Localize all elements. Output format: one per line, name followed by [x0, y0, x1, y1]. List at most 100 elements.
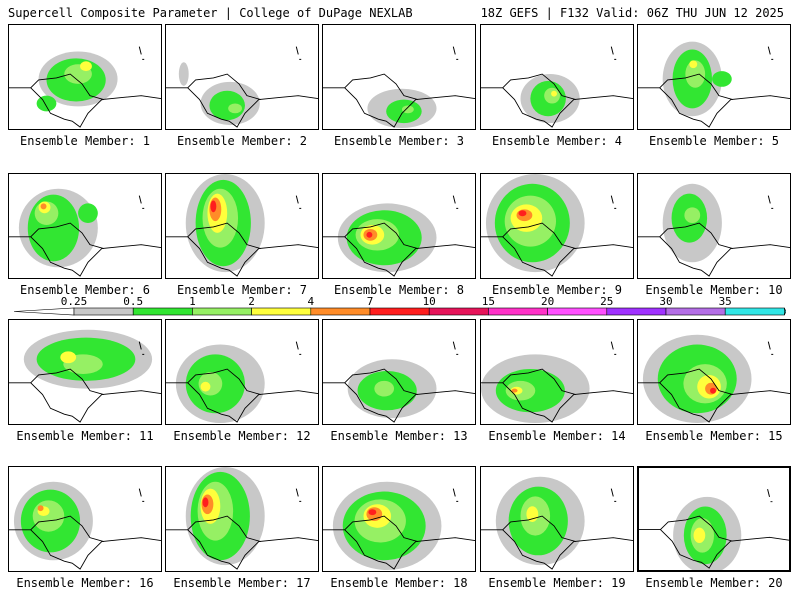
coastline	[481, 529, 633, 570]
ensemble-member-label: Ensemble Member: 5	[648, 134, 780, 148]
scp-contour-fill	[80, 61, 92, 72]
ensemble-map-panel-19[interactable]	[480, 466, 634, 572]
map-coast-marks	[138, 195, 145, 209]
colorbar-legend: 0.25 0.5 1 2 4 7 10 15 20 25 30 35	[14, 296, 786, 316]
colorbar-tick-label: 7	[367, 296, 374, 308]
ensemble-map-panel-5[interactable]	[637, 24, 791, 130]
ensemble-member-label: Ensemble Member: 10	[645, 283, 783, 297]
ensemble-map-panel-1[interactable]	[8, 24, 162, 130]
map-coast-marks	[610, 195, 617, 209]
map-coast-marks	[452, 195, 459, 209]
scp-field-map	[9, 481, 161, 570]
ensemble-member-label: Ensemble Member: 4	[491, 134, 623, 148]
ensemble-map-panel-16[interactable]	[8, 466, 162, 572]
ensemble-map-panel-2[interactable]	[165, 24, 319, 130]
scp-field-map	[481, 46, 633, 128]
scp-field-map	[9, 188, 161, 277]
ensemble-map-panel-3[interactable]	[322, 24, 476, 130]
coastline	[323, 382, 475, 423]
colorbar-tick-label: 2	[248, 296, 255, 308]
coastline	[639, 529, 789, 569]
colorbar-swatch	[369, 307, 430, 316]
scp-contour-fill	[368, 509, 377, 516]
coastline	[481, 236, 633, 277]
state-border	[344, 368, 418, 395]
map-coast-marks	[610, 488, 617, 502]
scp-field-map	[638, 183, 790, 277]
scp-contour-fill	[511, 388, 518, 393]
scp-field-map	[638, 334, 790, 424]
scp-field-map	[481, 476, 633, 570]
colorbar-swatch	[132, 307, 193, 316]
header-title: Supercell Composite Parameter | College …	[8, 6, 413, 20]
ensemble-map-panel-17[interactable]	[165, 466, 319, 572]
scp-contour-fill	[684, 207, 701, 224]
ensemble-member-label: Ensemble Member: 2	[176, 134, 308, 148]
colorbar-swatch	[724, 307, 785, 316]
ensemble-map-panel-13[interactable]	[322, 319, 476, 425]
ensemble-map-panel-11[interactable]	[8, 319, 162, 425]
scp-contour-fill	[693, 527, 706, 544]
ensemble-map-panel-15[interactable]	[637, 319, 791, 425]
ensemble-map-panel-4[interactable]	[480, 24, 634, 130]
scp-contour-fill	[40, 203, 47, 210]
state-border	[187, 73, 261, 100]
colorbar-tick-label: 10	[423, 296, 436, 308]
coastline	[166, 382, 318, 423]
colorbar-tick-label: 0.25	[61, 296, 88, 308]
coastline	[9, 529, 161, 570]
ensemble-member-label: Ensemble Member: 15	[645, 429, 783, 443]
map-coast-marks	[767, 46, 774, 60]
ensemble-map-panel-10[interactable]	[637, 173, 791, 279]
ensemble-map-panel-20[interactable]	[637, 466, 791, 572]
state-border	[502, 515, 576, 542]
ensemble-map-panel-8[interactable]	[322, 173, 476, 279]
scp-field-map	[9, 329, 161, 423]
coastline	[323, 529, 475, 570]
colorbar-min-arrow	[14, 307, 75, 316]
scp-field-map	[323, 481, 475, 571]
map-coast-marks	[610, 341, 617, 355]
ensemble-member-label: Ensemble Member: 6	[19, 283, 151, 297]
ensemble-map-panel-14[interactable]	[480, 319, 634, 425]
coastline	[638, 87, 790, 128]
scp-contour-fill	[210, 200, 217, 213]
ensemble-map-panel-12[interactable]	[165, 319, 319, 425]
scp-contour-fill	[200, 381, 211, 392]
colorbar-tick-label: 20	[541, 296, 554, 308]
ensemble-member-label: Ensemble Member: 11	[16, 429, 154, 443]
map-coast-marks	[138, 341, 145, 355]
scp-contour-fill	[36, 95, 57, 112]
coastline	[166, 236, 318, 277]
scp-contour-fill	[78, 203, 98, 224]
state-border	[30, 222, 104, 249]
header-valid-time: 18Z GEFS | F132 Valid: 06Z THU JUN 12 20…	[480, 6, 784, 20]
state-border	[659, 368, 733, 395]
colorbar-swatch	[606, 307, 667, 316]
ensemble-member-label: Ensemble Member: 8	[333, 283, 465, 297]
coastline	[323, 87, 475, 128]
map-coast-marks	[767, 341, 774, 355]
map-coast-marks	[452, 341, 459, 355]
colorbar-swatch	[665, 307, 726, 316]
state-border	[659, 222, 733, 249]
scp-contour-fill	[518, 210, 527, 217]
state-border	[660, 515, 733, 542]
scp-contour-fill	[689, 60, 698, 69]
scp-contour-fill	[401, 105, 414, 114]
ensemble-map-panel-7[interactable]	[165, 173, 319, 279]
map-coast-marks	[295, 488, 302, 502]
scp-contour-fill	[551, 90, 557, 97]
scp-field-map	[323, 341, 475, 423]
colorbar-tick-label: 15	[482, 296, 495, 308]
map-coast-marks	[295, 341, 302, 355]
ensemble-member-label: Ensemble Member: 17	[173, 576, 311, 590]
colorbar-tick-label: 0.5	[123, 296, 143, 308]
state-border	[344, 222, 418, 249]
ensemble-map-panel-6[interactable]	[8, 173, 162, 279]
state-border	[344, 73, 418, 100]
scp-field-map	[9, 46, 161, 128]
ensemble-map-panel-9[interactable]	[480, 173, 634, 279]
ensemble-map-panel-18[interactable]	[322, 466, 476, 572]
scp-field-map	[166, 46, 318, 128]
